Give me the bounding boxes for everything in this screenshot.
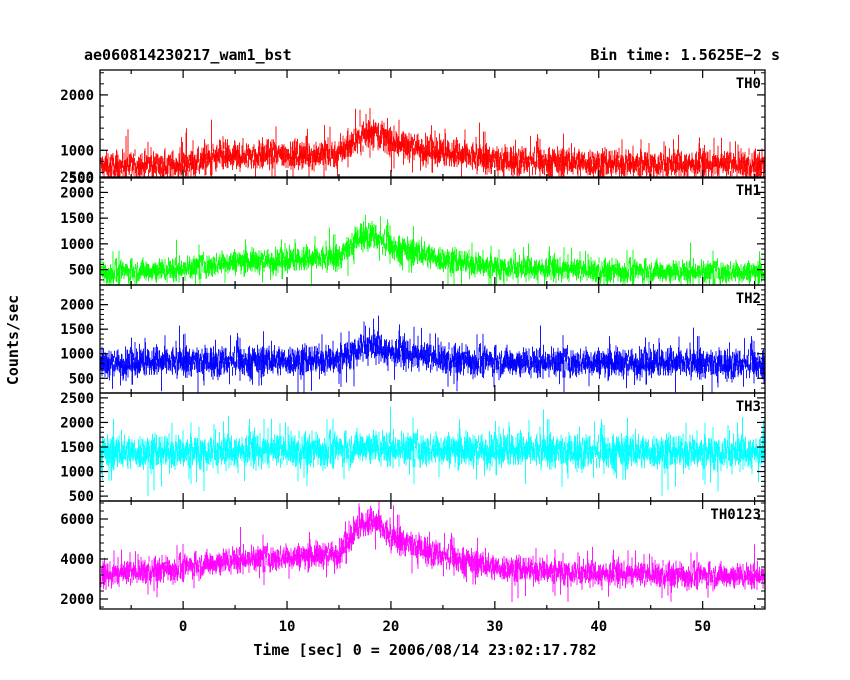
x-tick-label: 40 bbox=[590, 619, 607, 635]
x-axis-title: Time [sec] 0 = 2006/08/14 23:02:17.782 bbox=[253, 641, 596, 659]
y-tick-label: 1500 bbox=[60, 322, 94, 338]
x-tick-label: 0 bbox=[179, 619, 187, 635]
y-tick-label: 4000 bbox=[60, 552, 94, 568]
panel-label-th2: TH2 bbox=[736, 291, 761, 307]
series-line-th2 bbox=[100, 315, 765, 393]
panel-label-th0: TH0 bbox=[736, 76, 761, 92]
panel-frame bbox=[99, 284, 766, 394]
series-line-th1 bbox=[100, 214, 765, 285]
x-tick-label: 20 bbox=[383, 619, 400, 635]
y-tick-label: 1500 bbox=[60, 211, 94, 227]
y-tick-label: 2000 bbox=[60, 592, 94, 608]
panel-th0: 1000 2000 500 TH0 bbox=[60, 69, 766, 187]
panel-th2: 500 1000 1500 2000 TH2 bbox=[60, 284, 766, 394]
y-tick-label: 1000 bbox=[60, 465, 94, 481]
panel-label-th1: TH1 bbox=[736, 183, 761, 199]
panel-frame bbox=[99, 69, 766, 179]
y-tick-label: 2000 bbox=[60, 415, 94, 431]
y-tick-label: 1500 bbox=[60, 440, 94, 456]
x-tick-label: 30 bbox=[486, 619, 503, 635]
panels-group: 10002000500TH05001000150020002500TH15001… bbox=[60, 69, 766, 610]
y-tick-label-edge: 500 bbox=[69, 171, 94, 187]
y-tick-label: 1000 bbox=[60, 237, 94, 253]
panel-frame bbox=[99, 500, 766, 610]
x-axis-group: 0 10 20 30 40 50 bbox=[179, 619, 711, 635]
y-tick-label: 500 bbox=[69, 371, 94, 387]
panel-th3: 500 1000 1500 2000 2500 TH3 bbox=[60, 391, 766, 505]
y-axis-title: Counts/sec bbox=[4, 295, 22, 385]
y-tick-label: 2500 bbox=[60, 391, 94, 407]
panel-label-th0123: TH0123 bbox=[710, 507, 761, 523]
series-line-th3 bbox=[100, 406, 765, 497]
y-tick-label: 2000 bbox=[60, 185, 94, 201]
panel-th0123: 2000 4000 6000 TH0123 bbox=[60, 500, 766, 610]
y-tick-label: 2000 bbox=[60, 88, 94, 104]
x-tick-label: 10 bbox=[279, 619, 296, 635]
y-tick-label-edge: 2500 bbox=[60, 170, 94, 186]
y-tick-label: 2000 bbox=[60, 298, 94, 314]
y-tick-label: 1000 bbox=[60, 143, 94, 159]
header-left-title: ae060814230217_wam1_bst bbox=[84, 46, 292, 64]
x-tick-label: 50 bbox=[694, 619, 711, 635]
header-right-bin-time: Bin time: 1.5625E−2 s bbox=[590, 46, 780, 64]
series-line-th0 bbox=[100, 108, 765, 178]
panel-label-th3: TH3 bbox=[736, 399, 761, 415]
y-tick-label: 500 bbox=[69, 263, 94, 279]
y-tick-label: 500 bbox=[69, 489, 94, 505]
series-line-th0123 bbox=[100, 501, 765, 603]
y-tick-label: 6000 bbox=[60, 512, 94, 528]
y-tick-label: 1000 bbox=[60, 347, 94, 363]
